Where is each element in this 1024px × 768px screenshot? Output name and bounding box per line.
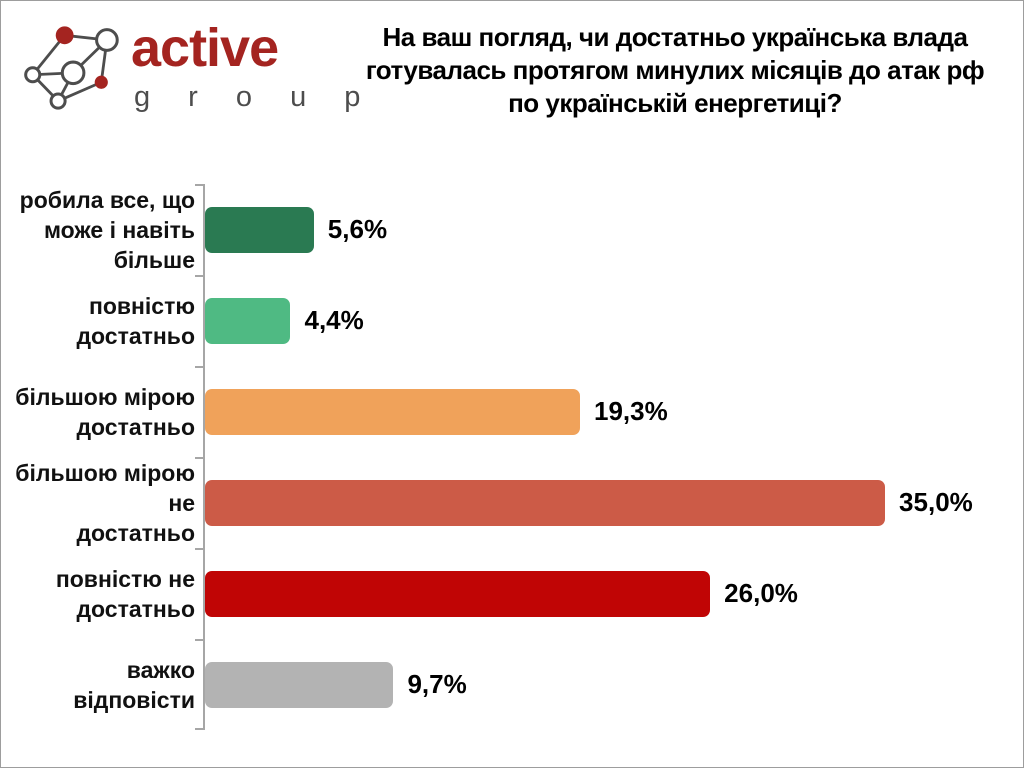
category-label: важко відповісти: [73, 656, 195, 713]
axis-tick: [195, 366, 204, 368]
bar-row: 19,3%: [205, 366, 1023, 457]
bar-row: 9,7%: [205, 639, 1023, 730]
bar-povnistiu-ne-dostatno: [205, 570, 711, 617]
axis-tick: [195, 457, 204, 459]
axis-tick: [195, 639, 204, 641]
logo-wordmark-group: g r o u p: [134, 81, 376, 113]
category-axis-line: [203, 184, 205, 730]
bar-value-label: 26,0%: [724, 578, 798, 608]
title-line-2: готувалась протягом минулих місяців до а…: [365, 55, 985, 85]
bar-bilshoiu-miroiu-ne-dostatno: [205, 479, 886, 526]
active-group-logo-icon: [24, 26, 119, 110]
category-label: робила все, що може і навіть більше: [19, 186, 195, 273]
category-label: більшою мірою не достатньо: [15, 459, 195, 546]
bar-robyla-vse: [205, 206, 314, 253]
bar-value-label: 9,7%: [407, 669, 467, 699]
bar-bilshoiu-miroiu-dostatno: [205, 388, 580, 435]
bar-povnistiu-dostatno: [205, 297, 291, 344]
bar-value-label: 35,0%: [899, 487, 973, 517]
bar-value-label: 5,6%: [327, 214, 388, 244]
survey-question-title: На ваш погляд, чи достатньо українська в…: [331, 21, 1019, 120]
bar-value-label: 19,3%: [593, 396, 668, 426]
logo-wordmark-active: active: [131, 18, 279, 78]
bar-vazhko-vidpovisty: [205, 661, 394, 708]
bar-value-label: 4,4%: [304, 305, 364, 335]
bar-row: 35,0%: [205, 457, 1023, 548]
category-label: повністю не достатньо: [55, 565, 195, 622]
category-label: більшою мірою достатньо: [15, 383, 195, 440]
title-line-3: по українській енергетиці?: [508, 88, 842, 118]
bar-row: 26,0%: [205, 548, 1023, 639]
bar-row: 4,4%: [205, 275, 1023, 366]
category-label: повністю достатньо: [76, 292, 195, 349]
axis-tick: [195, 184, 204, 186]
axis-tick: [195, 548, 204, 550]
axis-tick: [195, 275, 204, 277]
axis-tick: [195, 728, 204, 730]
bar-row: 5,6%: [205, 184, 1023, 275]
title-line-1: На ваш погляд, чи достатньо українська в…: [382, 22, 968, 52]
